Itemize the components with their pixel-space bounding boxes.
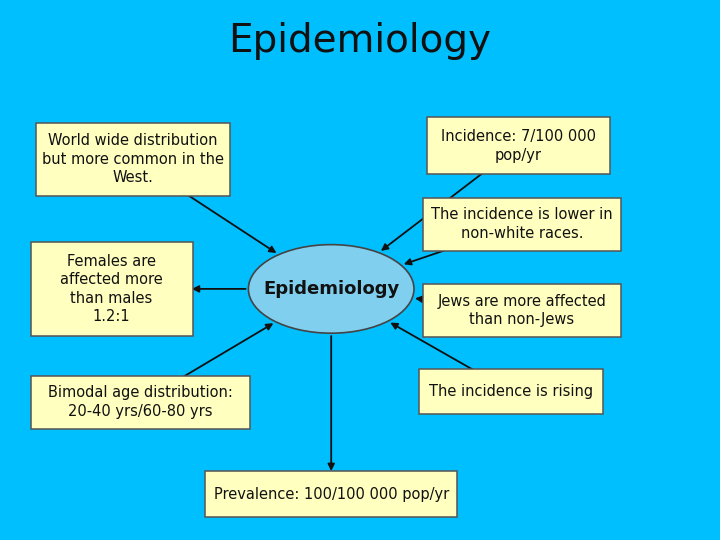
FancyBboxPatch shape (30, 241, 193, 336)
FancyBboxPatch shape (419, 369, 603, 414)
Text: Prevalence: 100/100 000 pop/yr: Prevalence: 100/100 000 pop/yr (214, 487, 449, 502)
Text: World wide distribution
but more common in the
West.: World wide distribution but more common … (42, 133, 224, 185)
Text: Jews are more affected
than non-Jews: Jews are more affected than non-Jews (438, 294, 606, 327)
Text: The incidence is lower in
non-white races.: The incidence is lower in non-white race… (431, 207, 613, 241)
Text: Females are
affected more
than males
1.2:1: Females are affected more than males 1.2… (60, 253, 163, 325)
FancyBboxPatch shape (205, 471, 457, 517)
FancyBboxPatch shape (423, 198, 621, 251)
Text: Epidemiology: Epidemiology (228, 22, 492, 59)
Text: Bimodal age distribution:
20-40 yrs/60-80 yrs: Bimodal age distribution: 20-40 yrs/60-8… (48, 386, 233, 419)
FancyBboxPatch shape (426, 117, 610, 174)
Text: Epidemiology: Epidemiology (263, 280, 400, 298)
Text: Incidence: 7/100 000
pop/yr: Incidence: 7/100 000 pop/yr (441, 129, 596, 163)
Text: The incidence is rising: The incidence is rising (429, 384, 593, 399)
Ellipse shape (248, 245, 414, 333)
FancyBboxPatch shape (36, 123, 230, 195)
FancyBboxPatch shape (31, 376, 251, 429)
FancyBboxPatch shape (423, 284, 621, 337)
